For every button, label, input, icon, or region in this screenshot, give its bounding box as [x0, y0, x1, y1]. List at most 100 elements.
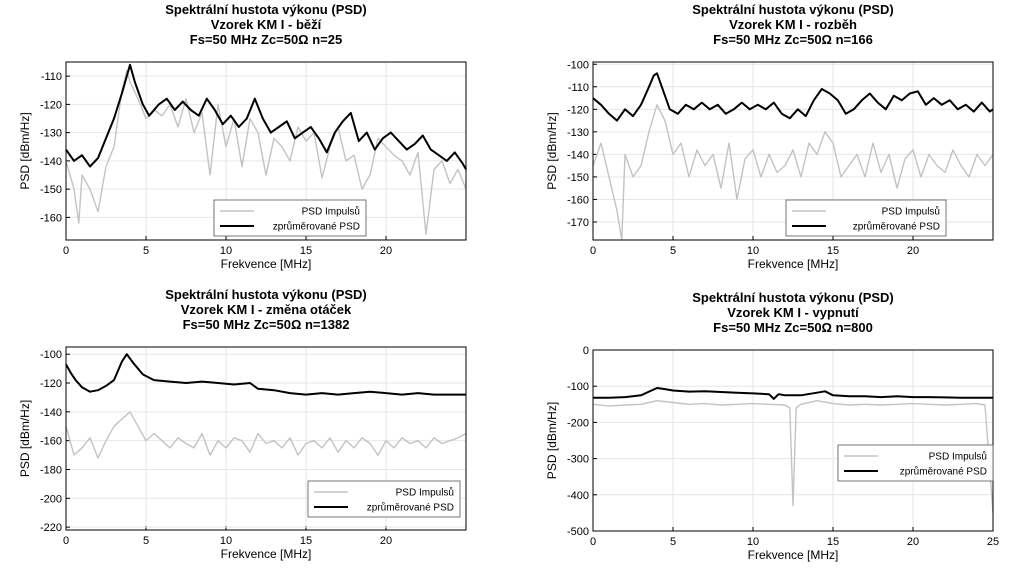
x-tick-label: 25	[987, 536, 999, 548]
chart-title-line: Fs=50 MHz Zc=50Ω n=25	[190, 32, 342, 47]
chart-title-line: Vzorek KM I - změna otáček	[181, 302, 352, 317]
chart-title-line: Spektrální hustota výkonu (PSD)	[692, 2, 894, 17]
x-axis-label: Frekvence [MHz]	[221, 547, 312, 561]
y-tick-label: -140	[40, 407, 62, 419]
series-impulse-psd	[65, 411, 467, 459]
x-axis-label: Frekvence [MHz]	[748, 548, 839, 562]
x-tick-label: 20	[380, 245, 392, 257]
legend-entry-label: PSD Impulsů	[929, 451, 987, 463]
y-tick-label: -150	[40, 184, 62, 196]
chart-title-line: Spektrální hustota výkonu (PSD)	[692, 290, 894, 305]
y-tick-label: -120	[40, 99, 62, 111]
y-tick-label: -160	[40, 212, 62, 224]
x-tick-label: 15	[827, 536, 839, 548]
x-tick-label: 0	[63, 245, 69, 257]
psd-chart-4: Spektrální hustota výkonu (PSD)Vzorek KM…	[545, 290, 999, 562]
psd-chart-2: Spektrální hustota výkonu (PSD)Vzorek KM…	[545, 2, 994, 271]
chart-title-line: Vzorek KM I - vypnutí	[727, 305, 859, 320]
axes-frame	[65, 346, 467, 531]
legend-box	[213, 199, 367, 237]
x-tick-label: 5	[143, 245, 149, 257]
y-tick-label: -100	[567, 381, 589, 393]
chart-title-line: Vzorek KM I - běží	[211, 17, 322, 32]
legend: PSD Impulsů zprůměrované PSD	[837, 444, 994, 482]
psd-chart-3: Spektrální hustota výkonu (PSD)Vzorek KM…	[18, 287, 467, 561]
series-average-psd	[65, 63, 467, 170]
y-tick-label: -200	[40, 493, 62, 505]
x-axis-label: Frekvence [MHz]	[748, 257, 839, 271]
y-tick-label: -130	[567, 127, 589, 139]
y-axis-label: PSD [dBm/Hz]	[545, 402, 559, 479]
psd-chart-1: Spektrální hustota výkonu (PSD)Vzorek KM…	[18, 2, 467, 271]
y-tick-label: -160	[567, 194, 589, 206]
chart-title-line: Spektrální hustota výkonu (PSD)	[165, 287, 367, 302]
y-tick-label: -170	[567, 217, 589, 229]
legend-entry-label: PSD Impulsů	[396, 487, 454, 499]
x-tick-label: 20	[907, 536, 919, 548]
legend: PSD Impulsů zprůměrované PSD	[785, 199, 947, 237]
legend-entry-label: zprůměrované PSD	[273, 221, 360, 233]
legend-entry-label: zprůměrované PSD	[900, 466, 987, 478]
series-average-psd	[592, 72, 994, 122]
series-average-psd	[593, 387, 993, 400]
y-tick-label: -140	[567, 149, 589, 161]
legend: PSD Impulsů zprůměrované PSD	[213, 199, 367, 237]
chart-title-line: Fs=50 MHz Zc=50Ω n=1382	[183, 317, 350, 332]
legend-entry-label: PSD Impulsů	[882, 206, 940, 218]
y-tick-label: 0	[583, 345, 589, 357]
chart-title-line: Spektrální hustota výkonu (PSD)	[165, 2, 367, 17]
y-tick-label: -300	[567, 454, 589, 466]
x-tick-label: 20	[907, 245, 919, 257]
y-tick-label: -100	[567, 59, 589, 71]
x-tick-label: 5	[670, 536, 676, 548]
y-tick-label: -120	[567, 104, 589, 116]
series-impulse-psd	[592, 400, 994, 513]
x-tick-label: 0	[590, 536, 596, 548]
chart-title-line: Fs=50 MHz Zc=50Ω n=166	[713, 32, 873, 47]
y-tick-label: -110	[568, 82, 589, 94]
axes-frame	[65, 61, 467, 241]
legend-box	[785, 199, 947, 237]
chart-title-line: Fs=50 MHz Zc=50Ω n=800	[713, 320, 873, 335]
y-tick-label: -110	[41, 71, 62, 83]
y-tick-label: -150	[567, 172, 589, 184]
y-tick-label: -500	[567, 526, 589, 538]
axes-frame	[592, 349, 994, 532]
y-tick-label: -400	[567, 490, 589, 502]
y-axis-label: PSD [dBm/Hz]	[18, 400, 32, 477]
y-tick-label: -180	[40, 464, 62, 476]
legend-box	[837, 444, 994, 482]
x-tick-label: 10	[747, 536, 759, 548]
y-tick-label: -220	[40, 522, 62, 534]
series-impulse-psd	[592, 104, 994, 241]
y-tick-label: -120	[40, 378, 62, 390]
legend-entry-label: zprůměrované PSD	[853, 221, 940, 233]
x-axis-label: Frekvence [MHz]	[221, 257, 312, 271]
legend: PSD Impulsů zprůměrované PSD	[307, 480, 461, 518]
axes-frame	[592, 61, 994, 241]
chart-title-line: Vzorek KM I - rozběh	[729, 17, 857, 32]
x-tick-label: 0	[590, 245, 596, 257]
x-tick-label: 15	[827, 245, 839, 257]
x-tick-label: 5	[670, 245, 676, 257]
legend-entry-label: zprůměrované PSD	[367, 502, 454, 514]
y-axis-label: PSD [dBm/Hz]	[545, 112, 559, 189]
y-tick-label: -200	[567, 417, 589, 429]
legend-box	[307, 480, 461, 518]
series-impulse-psd	[65, 69, 467, 236]
y-tick-label: -140	[40, 156, 62, 168]
x-tick-label: 20	[380, 535, 392, 547]
x-tick-label: 10	[220, 245, 232, 257]
x-tick-label: 5	[143, 535, 149, 547]
x-tick-label: 15	[300, 245, 312, 257]
y-tick-label: -100	[40, 349, 62, 361]
x-tick-label: 15	[300, 535, 312, 547]
y-tick-label: -160	[40, 436, 62, 448]
x-tick-label: 0	[63, 535, 69, 547]
series-average-psd	[65, 353, 466, 396]
legend-entry-label: PSD Impulsů	[302, 206, 360, 218]
x-tick-label: 10	[747, 245, 759, 257]
y-axis-label: PSD [dBm/Hz]	[18, 112, 32, 189]
x-tick-label: 10	[220, 535, 232, 547]
